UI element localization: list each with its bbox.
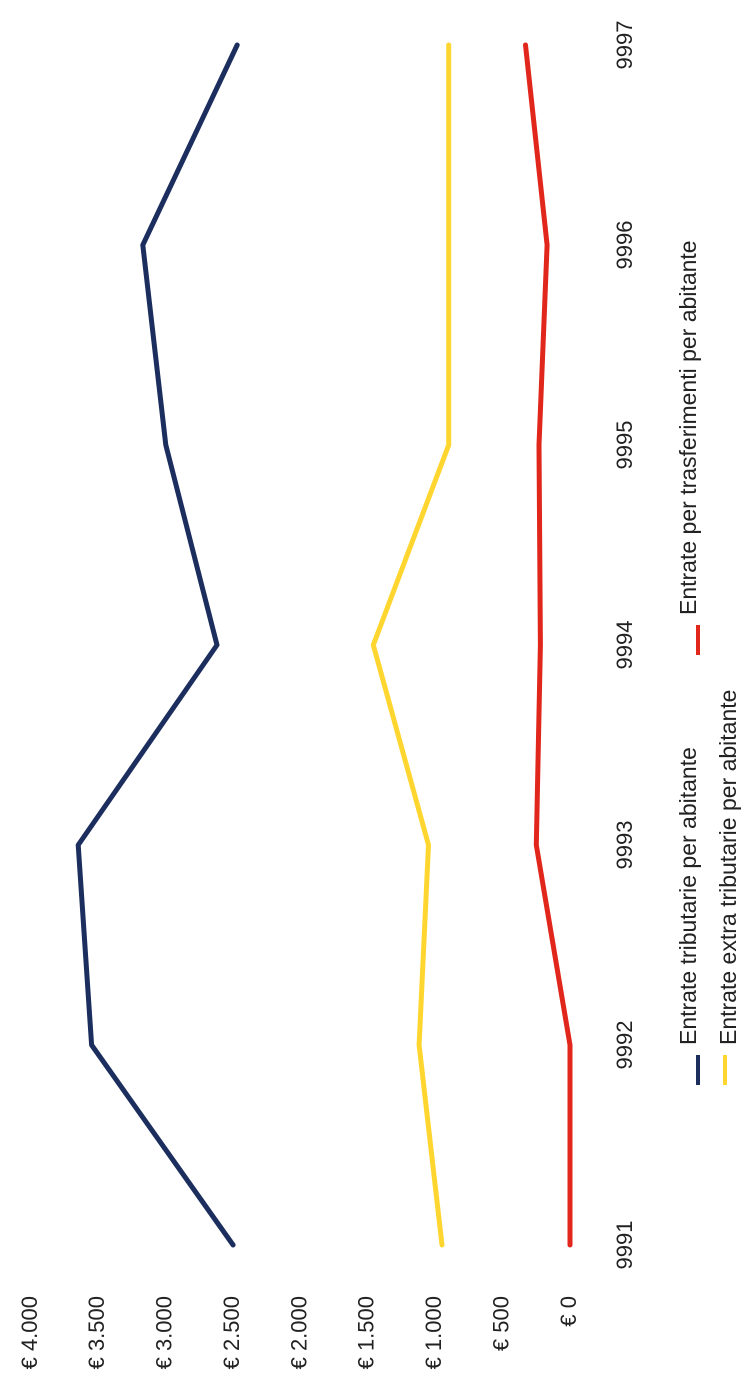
value-tick-label: € 3.500 bbox=[84, 1296, 109, 1369]
value-tick-label: € 3.000 bbox=[152, 1296, 177, 1369]
legend-label: Entrate tributarie per abitante bbox=[675, 747, 701, 1045]
series-line bbox=[523, 42, 573, 1248]
series-lines bbox=[75, 42, 573, 1248]
value-tick-label: € 1.500 bbox=[354, 1296, 379, 1369]
value-tick-label: € 2.000 bbox=[286, 1296, 311, 1369]
value-tick-label: € 1.000 bbox=[421, 1296, 446, 1369]
series-line bbox=[370, 42, 452, 1248]
category-tick-label: 9994 bbox=[612, 621, 637, 670]
category-tick-label: 9991 bbox=[612, 1221, 637, 1270]
value-tick-label: € 4.000 bbox=[17, 1296, 42, 1369]
category-tick-label: 9993 bbox=[612, 821, 637, 870]
category-tick-label: 9997 bbox=[612, 21, 637, 70]
legend: Entrate tributarie per abitante Entrate e… bbox=[675, 240, 741, 1085]
legend-label: Entrate per trasferimenti per abitante bbox=[675, 240, 701, 615]
category-axis: 9991 9992 9993 9994 9995 9996 9997 bbox=[612, 21, 637, 1270]
series-line bbox=[75, 42, 240, 1248]
legend-label: Entrate extra tributarie per abitante bbox=[715, 690, 741, 1045]
value-tick-label: € 0 bbox=[556, 1296, 581, 1327]
category-tick-label: 9996 bbox=[612, 221, 637, 270]
value-tick-label: € 500 bbox=[488, 1296, 513, 1351]
value-tick-label: € 2.500 bbox=[219, 1296, 244, 1369]
value-axis: € 0 € 500 € 1.000 € 1.500 € 2.000 € 2.500 € 3.… bbox=[17, 1296, 581, 1369]
category-tick-label: 9995 bbox=[612, 421, 637, 470]
category-tick-label: 9992 bbox=[612, 1021, 637, 1070]
